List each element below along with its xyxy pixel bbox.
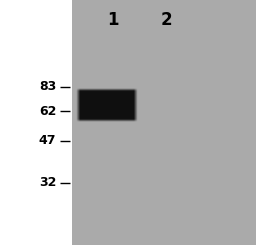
Text: 2: 2 [161,11,172,29]
Text: 32: 32 [39,176,56,189]
Text: 47: 47 [39,134,56,147]
Text: 1: 1 [107,11,118,29]
Text: 83: 83 [39,80,56,94]
Bar [72,0,256,245]
Text: 62: 62 [39,105,56,118]
